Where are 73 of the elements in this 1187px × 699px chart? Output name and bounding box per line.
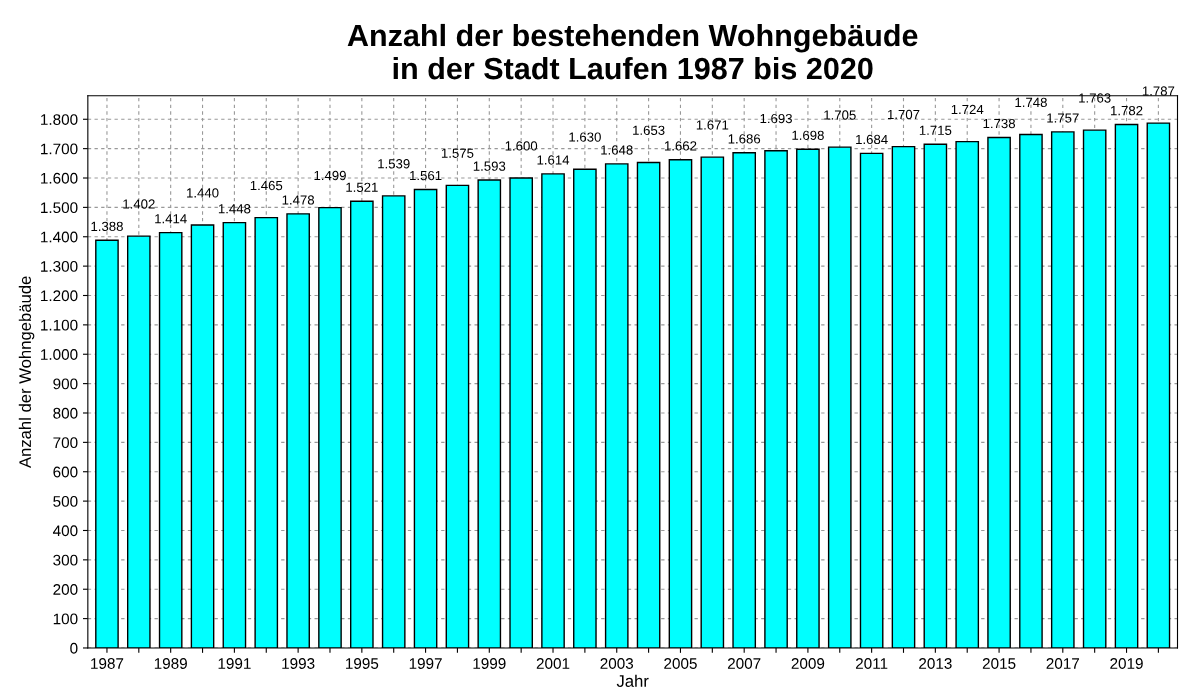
x-axis-title: Jahr: [616, 674, 649, 687]
chart-title: Anzahl der bestehenden Wohngebäude in der Stadt Laufen 1987 bis 2020: [347, 23, 918, 80]
y-tick-label: 300: [53, 554, 78, 566]
x-tick-label: 1991: [218, 658, 251, 669]
y-tick-label: 600: [53, 466, 78, 478]
x-tick-label: 2005: [664, 658, 697, 669]
data-label: 1.757: [1047, 113, 1079, 123]
y-tick-label: 900: [53, 378, 78, 390]
y-tick-label: 700: [53, 437, 78, 449]
y-tick-label: 1.300: [41, 260, 78, 272]
data-label: 1.630: [569, 132, 601, 142]
y-tick-label: 100: [53, 613, 78, 625]
data-label: 1.499: [314, 170, 346, 181]
x-tick-label: 1987: [91, 658, 124, 669]
data-label: 1.724: [951, 104, 984, 114]
data-label: 1.707: [887, 109, 920, 120]
x-tick-label: 2015: [982, 658, 1016, 669]
data-label: 1.662: [664, 141, 697, 151]
data-label: 1.693: [760, 113, 792, 124]
x-tick-label: 1999: [473, 658, 506, 669]
data-label: 1.414: [155, 214, 187, 224]
data-label: 1.715: [919, 125, 952, 135]
data-label: 1.521: [346, 182, 378, 192]
x-tick-label: 2007: [727, 658, 761, 669]
x-tick-label: 2009: [791, 658, 825, 669]
data-label: 1.465: [250, 180, 283, 191]
y-tick-label: 800: [53, 407, 78, 419]
y-tick-label: 1.700: [41, 143, 78, 155]
data-label: 1.440: [187, 188, 219, 198]
data-label: 1.402: [123, 199, 155, 209]
y-tick-label: 1.200: [41, 290, 78, 302]
data-label: 1.698: [792, 130, 824, 140]
y-tick-label: 1.800: [41, 114, 78, 125]
data-label: 1.561: [410, 170, 442, 181]
x-tick-label: 2001: [536, 658, 570, 669]
data-label: 1.686: [728, 134, 761, 144]
x-tick-label: 1993: [282, 658, 315, 669]
y-tick-label: 1.100: [41, 319, 78, 331]
x-tick-label: 1997: [409, 658, 442, 669]
y-tick-label: 1.400: [41, 231, 78, 243]
data-label: 1.600: [505, 141, 538, 151]
y-axis-title: Anzahl der Wohngebäude: [18, 276, 35, 469]
data-label: 1.684: [856, 134, 888, 145]
data-label: 1.763: [1079, 93, 1111, 103]
x-tick-label: 2003: [600, 658, 634, 669]
x-tick-label: 2017: [1046, 658, 1080, 669]
x-tick-label: 2019: [1110, 658, 1143, 669]
x-tick-label: 2013: [919, 658, 952, 669]
x-tick-label: 1989: [154, 658, 187, 669]
y-tick-label: 500: [53, 495, 78, 507]
data-label: 1.787: [1142, 86, 1175, 96]
data-label: 1.614: [537, 155, 570, 165]
data-label: 1.593: [473, 161, 506, 171]
y-tick-label: 1.000: [41, 349, 78, 360]
data-label: 1.575: [441, 148, 474, 158]
data-label: 1.738: [983, 118, 1016, 129]
data-label: 1.648: [601, 145, 633, 155]
data-label: 1.539: [378, 159, 410, 169]
data-label: 1.388: [91, 221, 123, 232]
y-tick-label: 0: [70, 642, 78, 654]
x-tick-label: 2011: [855, 658, 888, 669]
data-label: 1.478: [282, 195, 315, 205]
data-label: 1.782: [1111, 105, 1143, 116]
y-tick-label: 1.600: [41, 172, 78, 184]
y-tick-label: 400: [52, 525, 78, 537]
y-tick-label: 1.500: [41, 202, 78, 214]
data-label: 1.671: [696, 120, 729, 130]
x-tick-label: 1995: [346, 658, 379, 669]
data-label: 1.448: [218, 204, 251, 214]
y-tick-label: 200: [53, 584, 78, 595]
data-label: 1.748: [1015, 97, 1047, 108]
data-label: 1.653: [633, 125, 665, 135]
data-label: 1.705: [824, 110, 856, 120]
